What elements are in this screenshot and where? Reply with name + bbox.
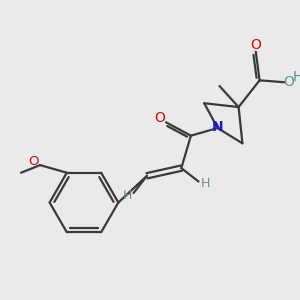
Text: O: O [28,155,39,168]
Text: O: O [284,75,295,89]
Text: H: H [123,189,133,202]
Text: O: O [250,38,261,52]
Text: N: N [212,120,224,134]
Text: H: H [200,177,210,190]
Text: O: O [154,111,165,124]
Text: H: H [292,70,300,83]
